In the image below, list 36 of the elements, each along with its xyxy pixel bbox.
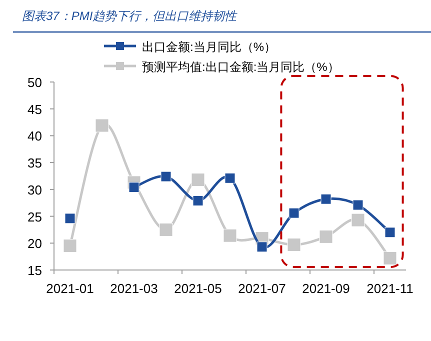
point (351, 213, 365, 227)
point (224, 172, 236, 184)
y-tick-label: 15 (28, 263, 42, 278)
point (223, 228, 237, 242)
y-tick-label: 25 (28, 209, 42, 224)
point (352, 200, 364, 210)
x-tick-label: 2021-09 (302, 281, 350, 296)
point (160, 171, 172, 182)
chart-title: 图表37：PMI趋势下行，但出口维持韧性 (22, 9, 238, 23)
point (64, 213, 76, 224)
x-tick-label: 2021-11 (366, 281, 414, 296)
y-tick-label: 45 (28, 102, 42, 117)
point (383, 251, 397, 265)
point (320, 194, 332, 204)
y-tick-label: 30 (28, 182, 42, 198)
y-tick-label: 40 (28, 128, 42, 144)
point (287, 238, 301, 252)
point (384, 227, 396, 238)
y-tick-label: 20 (28, 236, 42, 252)
point (191, 173, 205, 187)
legend-label: 出口金额:当月同比（%） (142, 40, 276, 54)
x-tick-label: 2021-01 (46, 281, 94, 296)
x-tick-label: 2021-07 (238, 281, 286, 296)
x-tick-label: 2021-05 (174, 281, 222, 296)
point (63, 239, 77, 253)
point (128, 182, 140, 193)
y-tick-label: 50 (28, 75, 42, 90)
point (95, 118, 109, 132)
point (256, 242, 268, 252)
point (192, 195, 204, 206)
x-tick-label: 2021-03 (110, 281, 158, 296)
y-tick-label: 35 (28, 156, 42, 171)
point (288, 208, 300, 218)
point (319, 230, 333, 244)
point (159, 222, 173, 236)
legend-label: 预测平均值:出口金额:当月同比（%） (142, 60, 340, 74)
